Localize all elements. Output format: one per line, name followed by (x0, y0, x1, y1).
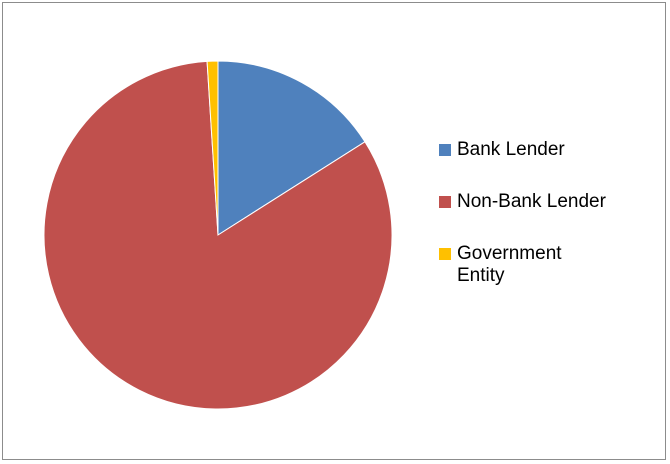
pie-slice-government-entity (206, 60, 219, 236)
legend-swatch-non-bank-lender (439, 196, 451, 208)
pie-slice-non-bank-lender (43, 60, 393, 410)
legend-swatch-bank-lender (439, 144, 451, 156)
legend-label-non-bank-lender: Non-Bank Lender (457, 191, 606, 212)
legend: Bank Lender Non-Bank Lender Government E… (439, 139, 659, 287)
legend-item-non-bank-lender: Non-Bank Lender (439, 191, 659, 213)
legend-label-bank-lender: Bank Lender (457, 139, 565, 160)
pie-slice-bank-lender (217, 60, 366, 236)
legend-item-bank-lender: Bank Lender (439, 139, 659, 161)
legend-swatch-government-entity (439, 248, 451, 260)
legend-label-government-entity: Government Entity (457, 243, 562, 286)
legend-item-government-entity: Government Entity (439, 243, 659, 287)
